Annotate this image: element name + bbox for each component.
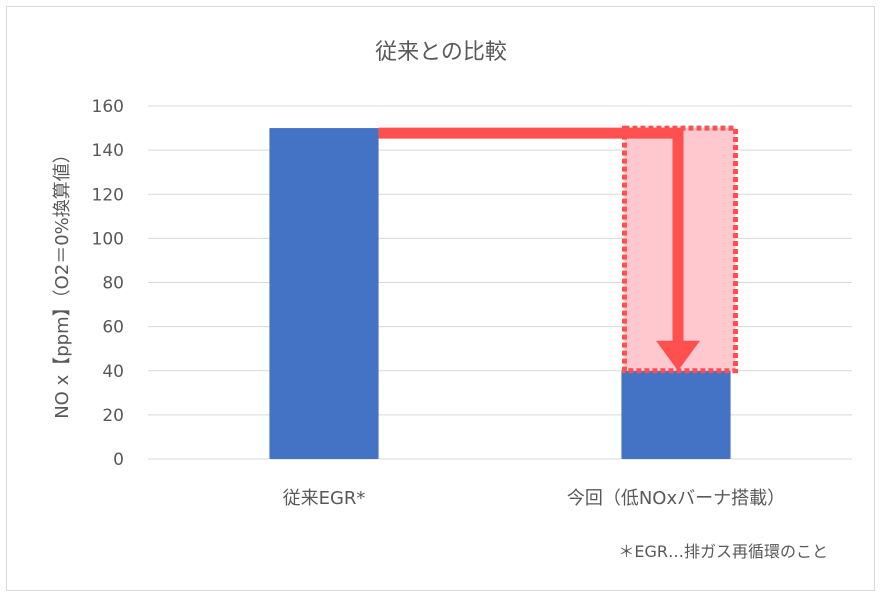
x-tick-label: 従来EGR* — [283, 488, 366, 509]
y-tick-label: 40 — [102, 362, 124, 382]
chart-title: 従来との比較 — [375, 40, 507, 65]
x-tick-label: 今回（低NOxバーナ搭載） — [567, 488, 785, 509]
bar — [621, 370, 731, 459]
y-tick-label: 20 — [102, 406, 124, 426]
x-tick-labels: 従来EGR* 今回（低NOxバーナ搭載） — [283, 488, 786, 509]
arrow-head — [656, 340, 700, 371]
y-tick-label: 60 — [102, 318, 124, 338]
y-tick-label: 80 — [102, 274, 124, 294]
footnote: ＊EGR…排ガス再循環のこと — [618, 542, 828, 561]
y-tick-label: 160 — [92, 97, 124, 117]
bars — [269, 128, 731, 459]
y-tick-label: 0 — [113, 450, 124, 470]
y-tick-labels: 0 20 40 60 80 100 120 140 160 — [92, 97, 124, 470]
y-tick-label: 100 — [92, 229, 124, 249]
y-tick-label: 140 — [92, 141, 124, 161]
y-tick-label: 120 — [92, 185, 124, 205]
y-axis-label: NO x【ppm】（O2＝0%換算値） — [52, 145, 73, 419]
bar — [269, 128, 379, 459]
gridlines — [148, 105, 852, 460]
reduction-highlight — [378, 125, 739, 374]
